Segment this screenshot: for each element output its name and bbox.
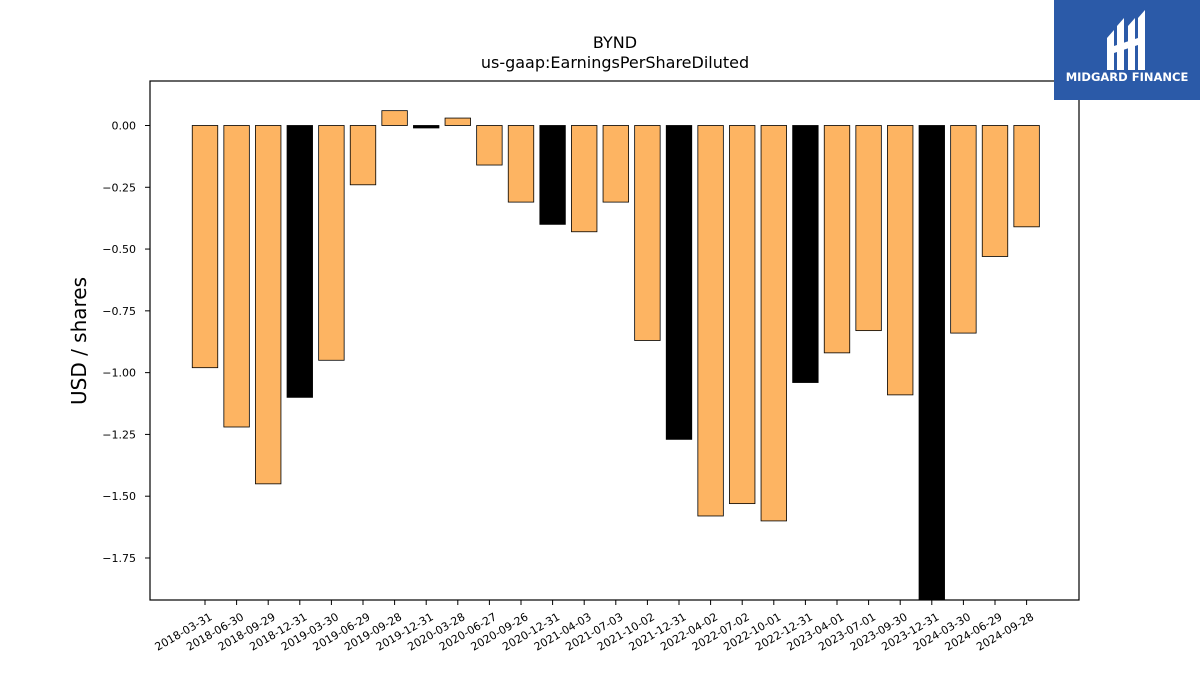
bar-2020-09-26 bbox=[507, 125, 535, 203]
bar-2022-04-02 bbox=[697, 125, 724, 517]
bar-2022-12-31 bbox=[792, 125, 819, 383]
bar-2024-09-28 bbox=[1013, 125, 1040, 228]
plot-frame bbox=[149, 80, 1080, 601]
y-tick-label: −1.50 bbox=[102, 490, 136, 503]
brand-logo: MIDGARD FINANCE bbox=[1054, 0, 1200, 100]
bar-2018-03-31 bbox=[191, 125, 219, 369]
bar-2023-12-31 bbox=[918, 125, 945, 601]
brand-box bbox=[1054, 0, 1200, 100]
y-tick-label: −0.75 bbox=[102, 305, 136, 318]
bar-2023-07-01 bbox=[855, 125, 882, 332]
bar-2022-07-02 bbox=[729, 125, 756, 505]
bar-2021-04-03 bbox=[571, 125, 598, 233]
bar-2022-10-01 bbox=[760, 125, 787, 522]
bar-2019-06-29 bbox=[349, 125, 377, 186]
y-tick-label: 0.00 bbox=[112, 119, 137, 132]
y-tick-label: −1.00 bbox=[102, 367, 136, 380]
bar-2019-12-31 bbox=[413, 125, 440, 129]
bar-2019-09-28 bbox=[381, 110, 408, 126]
bar-2018-12-31 bbox=[286, 125, 313, 398]
bar-2019-03-30 bbox=[318, 125, 345, 361]
bars-group bbox=[191, 110, 1040, 601]
bar-2024-03-30 bbox=[950, 125, 977, 334]
y-tick-label: −0.25 bbox=[102, 181, 136, 194]
bar-2024-06-29 bbox=[981, 125, 1009, 257]
bar-2020-12-31 bbox=[539, 125, 566, 225]
y-tick-label: −1.25 bbox=[102, 428, 136, 441]
bar-2018-09-29 bbox=[255, 125, 282, 485]
bar-2018-06-30 bbox=[223, 125, 250, 428]
bar-2021-07-03 bbox=[602, 125, 629, 203]
bar-2021-12-31 bbox=[665, 125, 693, 440]
bar-2023-09-30 bbox=[887, 125, 914, 396]
y-axis-label: USD / shares bbox=[67, 277, 91, 405]
bar-2023-04-01 bbox=[823, 125, 851, 354]
midgard-logo-icon bbox=[1107, 10, 1145, 70]
brand-name: MIDGARD FINANCE bbox=[1066, 70, 1189, 84]
y-tick-label: −1.75 bbox=[102, 552, 136, 565]
chart-subtitle: us-gaap:EarningsPerShareDiluted bbox=[481, 53, 749, 72]
bar-2020-06-27 bbox=[476, 125, 503, 166]
y-tick-label: −0.50 bbox=[102, 243, 136, 256]
bar-2021-10-02 bbox=[634, 125, 661, 341]
bar-2020-03-28 bbox=[444, 117, 471, 126]
chart-title: BYND bbox=[593, 33, 637, 52]
y-ticks-group: 0.00 −0.25 −0.50 −0.75 −1.00 −1.25 −1.50 −1.75 bbox=[102, 119, 150, 565]
